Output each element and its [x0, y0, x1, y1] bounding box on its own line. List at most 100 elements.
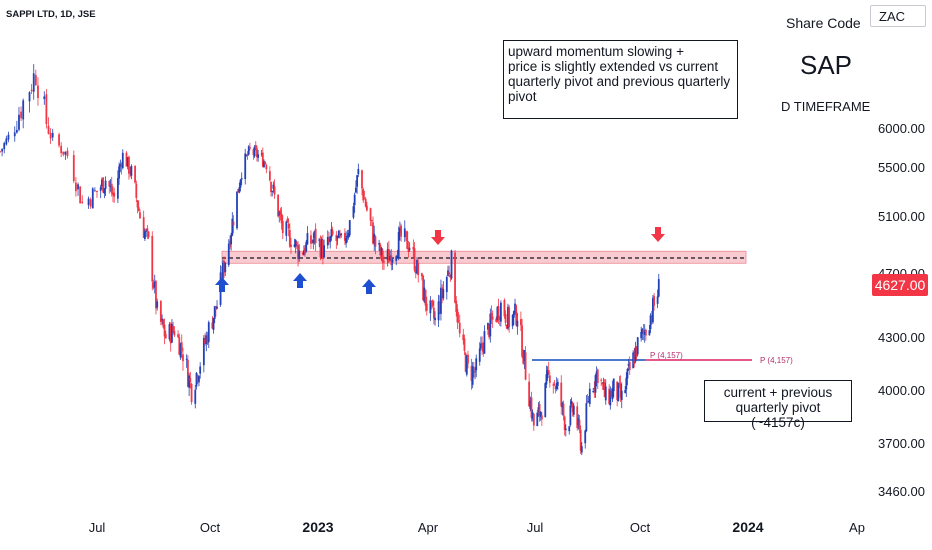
- candle-body: [424, 289, 427, 306]
- candle-body: [49, 132, 52, 139]
- candle-body: [230, 234, 233, 245]
- candle-body: [304, 247, 306, 254]
- candle-body: [396, 255, 399, 258]
- candle-body: [244, 153, 247, 180]
- candle-body: [268, 171, 271, 181]
- momentum-note: upward momentum slowing + price is sligh…: [503, 40, 738, 119]
- candle-body: [265, 165, 268, 170]
- candle-body: [79, 186, 82, 204]
- candle-body: [58, 134, 60, 146]
- candle-body: [340, 233, 343, 236]
- x-tick-label: Apr: [418, 520, 439, 535]
- candle-body: [505, 324, 508, 329]
- candle-body: [347, 232, 350, 238]
- candle-body: [449, 275, 452, 278]
- candle-body: [635, 346, 638, 357]
- candle-body: [548, 375, 551, 383]
- candle-body: [490, 313, 493, 320]
- candle-body: [544, 383, 547, 418]
- candle-body: [99, 187, 102, 191]
- candle-body: [121, 152, 124, 169]
- currency-selector[interactable]: ZAC: [870, 5, 926, 27]
- candle-body: [423, 287, 426, 302]
- candle-body: [608, 388, 611, 404]
- candle-body: [571, 403, 574, 413]
- candle-body: [256, 148, 258, 158]
- candle-body: [28, 92, 31, 102]
- candle-body: [301, 252, 304, 254]
- candle-body: [294, 240, 297, 247]
- candle-body: [280, 213, 283, 224]
- candle-body: [585, 403, 588, 431]
- candle-body: [458, 322, 461, 334]
- candle-body: [601, 383, 604, 385]
- candle-body: [442, 288, 445, 299]
- resistance-zone: [221, 250, 747, 264]
- candle-body: [500, 302, 502, 322]
- candle-body: [1, 148, 4, 152]
- candle-body: [652, 297, 654, 323]
- x-tick-label: Jul: [527, 520, 544, 535]
- candle-body: [205, 335, 208, 345]
- candle-body: [587, 401, 590, 403]
- candle-body: [125, 152, 128, 167]
- candle-body: [229, 240, 231, 247]
- candle-body: [129, 171, 132, 175]
- candle-body: [20, 111, 22, 119]
- candle-body: [536, 412, 539, 427]
- candle-body: [516, 320, 519, 327]
- candle-body: [278, 212, 281, 216]
- candle-body: [72, 155, 75, 182]
- candle-body: [110, 183, 113, 194]
- candle-body: [626, 368, 629, 379]
- candle-body: [529, 400, 532, 410]
- momentum-note-text: upward momentum slowing + price is sligh…: [508, 44, 731, 104]
- candle-body: [343, 232, 346, 241]
- candle-body: [295, 242, 298, 244]
- candle-body: [628, 361, 631, 370]
- candle-body: [155, 281, 157, 309]
- candle-body: [398, 227, 401, 233]
- candle-body: [356, 175, 359, 187]
- arrow-markers: [215, 227, 665, 294]
- candle-body: [528, 381, 531, 407]
- candle-body: [405, 231, 407, 234]
- timeframe-label: D TIMEFRAME: [781, 99, 871, 114]
- candle-body: [270, 182, 272, 192]
- candle-body: [120, 164, 123, 167]
- candle-body: [264, 162, 267, 165]
- candle-body: [475, 358, 478, 371]
- candle-body: [319, 240, 322, 258]
- share-code-label: Share Code: [786, 15, 861, 31]
- candle-body: [464, 353, 467, 372]
- candle-body: [261, 152, 264, 167]
- candle-body: [314, 228, 317, 244]
- candle-body: [387, 249, 390, 263]
- candle-body: [13, 132, 16, 137]
- candle-body: [136, 200, 139, 208]
- candle-body: [198, 376, 200, 383]
- candle-body: [480, 343, 482, 349]
- candle-body: [286, 218, 289, 223]
- candle-body: [538, 404, 541, 417]
- candle-body: [196, 375, 199, 382]
- candle-body: [624, 390, 627, 393]
- candle-body: [223, 260, 225, 273]
- candle-body: [625, 377, 628, 390]
- candle-body: [524, 352, 527, 380]
- candle-body: [588, 388, 591, 404]
- support-up-arrow: [215, 277, 229, 292]
- candle-body: [378, 243, 381, 245]
- candle-body: [497, 306, 500, 321]
- candle-body: [381, 250, 384, 264]
- candle-body: [564, 428, 567, 430]
- candle-body: [135, 183, 138, 198]
- candle-body: [413, 248, 416, 271]
- candle-body: [553, 383, 556, 385]
- candle-body: [430, 300, 433, 303]
- x-tick-label: 2023: [302, 519, 333, 535]
- candle-body: [596, 369, 599, 384]
- x-tick-label: Oct: [630, 520, 651, 535]
- candle-body: [257, 154, 260, 158]
